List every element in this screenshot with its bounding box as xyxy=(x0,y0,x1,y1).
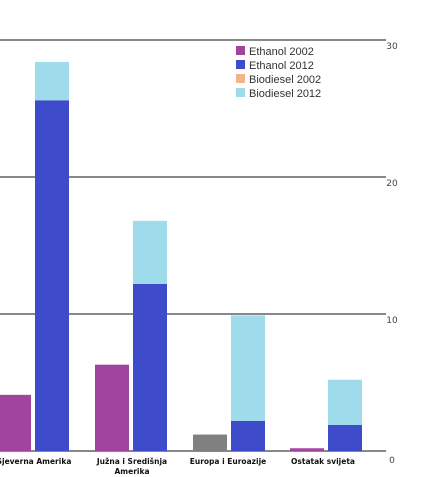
bar-biodiesel-2012 xyxy=(35,61,69,101)
category-label: Južna i Središnja xyxy=(96,457,167,466)
bar-biodiesel-2012 xyxy=(231,315,265,421)
bar-biodiesel-2012 xyxy=(133,220,167,284)
category-label: Europa i Euroazije xyxy=(190,457,267,466)
category-labels: Sjeverna Amerika Južna i SredišnjaAmerika… xyxy=(0,457,355,476)
bar-ethanol-2012 xyxy=(35,100,69,451)
legend-label: Biodiesel 2012 xyxy=(249,88,321,100)
legend-label: Ethanol 2002 xyxy=(249,46,314,58)
y-tick-label: 30 xyxy=(386,42,398,52)
y-tick-label: 10 xyxy=(386,316,398,326)
legend: Ethanol 2002 Ethanol 2012 Biodiesel 2002 Bi… xyxy=(236,46,321,100)
bars xyxy=(0,61,362,451)
bar-biodiesel-2012 xyxy=(328,379,362,425)
bar-ethanol-2012 xyxy=(328,424,362,451)
bar-ethanol-2002 xyxy=(290,448,324,451)
bar-ethanol-2002 xyxy=(0,394,31,451)
category-label: Ostatak svijeta xyxy=(291,457,355,466)
y-tick-label: 20 xyxy=(386,179,398,189)
bar-ethanol-2012 xyxy=(231,420,265,451)
category-label: Sjeverna Amerika xyxy=(0,457,71,466)
bar-ethanol-2012 xyxy=(133,283,167,451)
legend-swatch xyxy=(236,88,245,97)
legend-label: Ethanol 2012 xyxy=(249,60,314,72)
y-axis-ticks: 0 10 20 30 xyxy=(386,42,398,466)
legend-label: Biodiesel 2002 xyxy=(249,74,321,86)
category-label: Amerika xyxy=(114,467,149,476)
legend-swatch xyxy=(236,74,245,83)
bar-ethanol-2002 xyxy=(95,364,129,451)
y-tick-label: 0 xyxy=(389,456,395,466)
legend-swatch xyxy=(236,46,245,55)
legend-swatch xyxy=(236,60,245,69)
bar-biodiesel-2002 xyxy=(193,434,227,451)
